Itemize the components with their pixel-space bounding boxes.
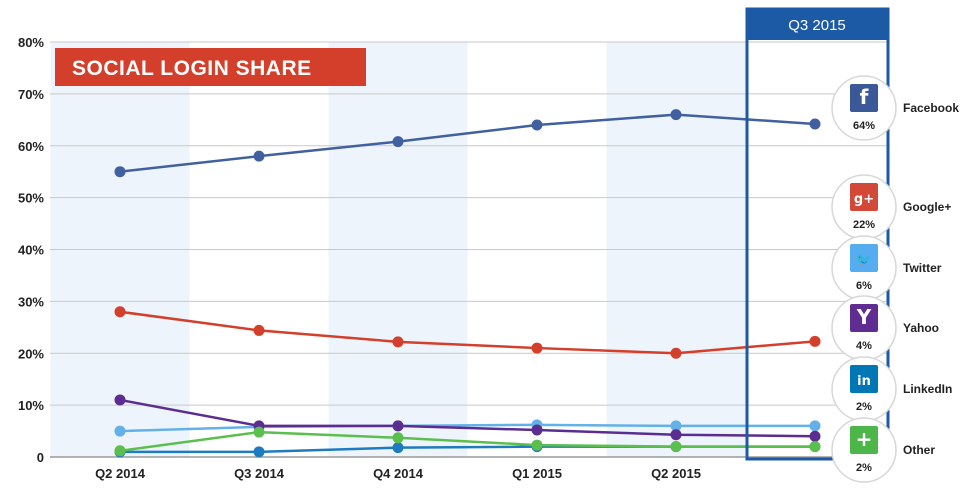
y-tick-label: 40% <box>18 243 44 258</box>
yahoo-icon <box>850 304 878 332</box>
linkedin-icon-glyph: in <box>857 374 871 389</box>
series-line-yahoo <box>119 398 816 438</box>
google-plus-icon <box>850 183 878 211</box>
data-point-linkedin <box>253 446 265 458</box>
y-tick-label: 30% <box>18 294 44 309</box>
legend-series-name: LinkedIn <box>903 382 952 396</box>
x-category-label: Q1 2015 <box>512 466 562 481</box>
twitter-icon-glyph: 🐦 <box>856 253 872 268</box>
highlight-header <box>747 9 888 40</box>
data-point-facebook <box>114 166 126 178</box>
data-point-other <box>253 426 265 438</box>
data-point-other <box>670 441 682 453</box>
legend-series-name: Twitter <box>903 261 942 275</box>
data-point-yahoo <box>670 429 682 441</box>
plus-icon <box>850 426 878 454</box>
legend-series-name: Google+ <box>903 200 951 214</box>
legend-item-facebook: f 64% Facebook <box>831 75 959 141</box>
highlight-label: Q3 2015 <box>788 17 846 34</box>
facebook-icon <box>850 84 878 112</box>
y-tick-label: 60% <box>18 139 44 154</box>
title-banner <box>55 48 366 86</box>
data-point-google <box>670 347 682 359</box>
yahoo-icon-glyph: Y <box>856 305 872 329</box>
legend-series-name: Yahoo <box>903 321 939 335</box>
y-tick-label: 20% <box>18 346 44 361</box>
data-point-facebook <box>392 136 404 148</box>
series-line-other <box>119 430 815 453</box>
data-point-other <box>809 441 821 453</box>
legend-series-name: Other <box>903 443 935 457</box>
y-tick-label: 70% <box>18 87 44 102</box>
data-point-yahoo <box>531 424 543 436</box>
y-tick-label: 50% <box>18 191 44 206</box>
legend-current-value: 4% <box>856 340 872 352</box>
data-point-yahoo <box>114 394 126 406</box>
legend-item-linkedin: in 2% LinkedIn <box>831 356 952 422</box>
legend-current-value: 2% <box>856 462 872 474</box>
data-point-facebook <box>809 118 821 130</box>
chart-title: SOCIAL LOGIN SHARE <box>72 57 312 80</box>
y-tick-label: 10% <box>18 398 44 413</box>
legend-item-yahoo: Y 4% Yahoo <box>831 295 939 361</box>
twitter-icon <box>850 244 878 272</box>
legend-series-name: Facebook <box>903 101 959 115</box>
series-line-twitter <box>119 423 815 433</box>
x-category-label: Q2 2014 <box>95 466 146 481</box>
plus-icon-glyph: + <box>856 427 873 451</box>
data-point-google <box>114 306 126 318</box>
legend-item-google: g+ 22% Google+ <box>831 174 951 240</box>
data-point-other <box>392 432 404 444</box>
y-tick-label: 80% <box>18 35 44 50</box>
data-point-other <box>114 445 126 457</box>
facebook-icon-glyph: f <box>860 85 869 109</box>
series-line-google <box>119 310 816 355</box>
legend-item-other: +2% Other <box>831 417 935 483</box>
google-plus-icon-glyph: g+ <box>854 192 874 207</box>
data-point-yahoo <box>392 420 404 432</box>
data-point-yahoo <box>809 430 821 442</box>
data-point-linkedin <box>392 442 404 454</box>
legend-current-value: 6% <box>856 280 872 292</box>
legend-item-twitter: 🐦 6% Twitter <box>831 235 942 301</box>
data-point-google <box>809 335 821 347</box>
legend-current-value: 64% <box>853 120 875 132</box>
x-category-label: Q3 2014 <box>234 466 285 481</box>
data-point-google <box>392 336 404 348</box>
data-point-twitter <box>114 425 126 437</box>
series-line-facebook <box>119 113 816 173</box>
legend-current-value: 2% <box>856 401 872 413</box>
data-point-other <box>531 439 543 451</box>
data-point-facebook <box>253 150 265 162</box>
data-point-facebook <box>670 109 682 121</box>
y-tick-label: 0 <box>37 450 44 465</box>
x-category-label: Q4 2014 <box>373 466 424 481</box>
data-point-twitter <box>670 420 682 432</box>
legend-current-value: 22% <box>853 219 875 231</box>
data-point-twitter <box>809 420 821 432</box>
data-point-google <box>253 324 265 336</box>
data-point-facebook <box>531 119 543 131</box>
linkedin-icon <box>850 365 878 393</box>
data-point-google <box>531 342 543 354</box>
x-category-label: Q2 2015 <box>651 466 701 481</box>
